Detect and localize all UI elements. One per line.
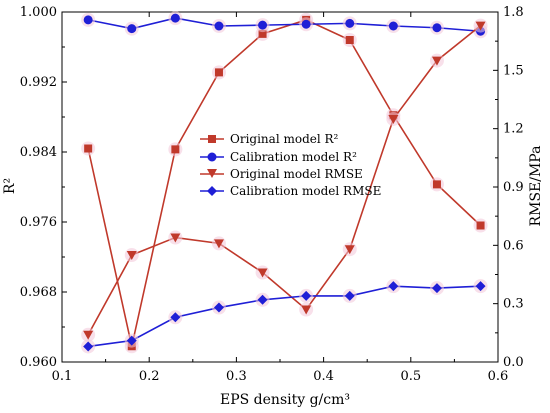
series-line xyxy=(88,17,481,33)
data-point-circle xyxy=(127,24,137,34)
data-point-circle xyxy=(258,20,268,30)
series-line xyxy=(87,24,482,336)
data-point-square xyxy=(432,180,441,189)
x-tick-label: 0.6 xyxy=(488,369,509,384)
data-point-diamond xyxy=(388,281,399,292)
x-axis-title: EPS density g/cm³ xyxy=(220,392,350,408)
data-point-diamond xyxy=(213,302,224,313)
y-left-tick-label: 0.976 xyxy=(20,215,57,230)
legend-entry-calibration-r2: Calibration model R² xyxy=(200,150,357,164)
y-right-tick-label: 0.0 xyxy=(503,355,524,370)
data-point-square xyxy=(258,29,267,38)
series-2 xyxy=(81,18,488,342)
legend-circle-marker xyxy=(207,152,217,162)
data-point-diamond xyxy=(83,341,94,352)
y-right-tick-label: 1.2 xyxy=(503,122,524,137)
legend-label: Calibration model RMSE xyxy=(230,184,381,198)
data-point-square xyxy=(476,221,485,230)
data-point-triangle xyxy=(213,239,224,249)
x-tick-label: 0.5 xyxy=(400,369,421,384)
data-point-diamond xyxy=(431,283,442,294)
data-point-square xyxy=(84,144,93,153)
y-axis-title-left: R² xyxy=(2,178,18,194)
data-point-circle xyxy=(432,23,442,33)
legend: Original model R² Calibration model R² O… xyxy=(200,132,381,198)
series-line xyxy=(88,285,481,348)
data-point-diamond xyxy=(170,312,181,323)
y-right-tick-label: 0.6 xyxy=(503,238,524,253)
data-point-triangle xyxy=(170,233,181,243)
data-point-circle xyxy=(388,21,398,31)
y-left-tick-label: 0.984 xyxy=(20,145,57,160)
data-point-diamond xyxy=(475,281,486,292)
data-point-circle xyxy=(83,15,93,25)
y-right-tick-label: 0.3 xyxy=(503,297,524,312)
series-3 xyxy=(81,279,488,354)
legend-diamond-marker xyxy=(207,186,217,196)
data-point-triangle xyxy=(388,114,399,124)
data-point-circle xyxy=(170,13,180,23)
x-tick-label: 0.2 xyxy=(139,369,160,384)
y-left-tick-label: 0.968 xyxy=(20,285,57,300)
legend-label: Original model R² xyxy=(230,132,339,146)
data-point-triangle xyxy=(431,56,442,66)
legend-entry-original-r2: Original model R² xyxy=(200,132,339,146)
data-point-diamond xyxy=(301,290,312,301)
series-line xyxy=(87,19,482,347)
data-point-square xyxy=(214,68,223,77)
y-left-tick-label: 1.000 xyxy=(20,5,57,20)
data-point-circle xyxy=(214,21,224,31)
y-axis-title-right: RMSE/MPa xyxy=(528,146,544,227)
y-right-tick-label: 0.9 xyxy=(503,180,524,195)
data-point-triangle xyxy=(126,251,137,261)
data-point-square xyxy=(345,36,354,44)
data-point-diamond xyxy=(257,294,268,305)
legend-label: Calibration model R² xyxy=(230,150,357,164)
legend-entry-calibration-rmse: Calibration model RMSE xyxy=(200,184,381,198)
y-right-tick-label: 1.5 xyxy=(503,63,524,78)
data-point-triangle xyxy=(344,245,355,255)
ticks-layer: 0.1 0.2 0.3 0.4 0.5 0.6 0.960 0.968 0.976 0.984 0.… xyxy=(20,5,524,384)
legend-square-marker xyxy=(208,135,216,143)
legend-entry-original-rmse: Original model RMSE xyxy=(200,167,363,181)
y-right-tick-label: 1.8 xyxy=(503,5,524,20)
series-1 xyxy=(81,11,488,39)
series-layer xyxy=(81,11,488,354)
data-point-triangle xyxy=(83,330,94,340)
x-tick-label: 0.3 xyxy=(226,369,247,384)
data-point-diamond xyxy=(126,335,137,346)
data-point-circle xyxy=(301,19,311,29)
data-point-square xyxy=(171,145,180,154)
data-point-triangle xyxy=(475,21,486,31)
legend-triangle-marker xyxy=(207,169,217,178)
x-tick-label: 0.1 xyxy=(52,369,73,384)
data-point-triangle xyxy=(301,305,312,315)
y-left-tick-label: 0.992 xyxy=(20,75,57,90)
x-tick-label: 0.4 xyxy=(313,369,334,384)
legend-label: Original model RMSE xyxy=(230,167,363,181)
data-point-triangle xyxy=(257,268,268,278)
data-point-circle xyxy=(345,18,355,28)
data-point-diamond xyxy=(344,290,355,301)
y-left-tick-label: 0.960 xyxy=(20,355,57,370)
